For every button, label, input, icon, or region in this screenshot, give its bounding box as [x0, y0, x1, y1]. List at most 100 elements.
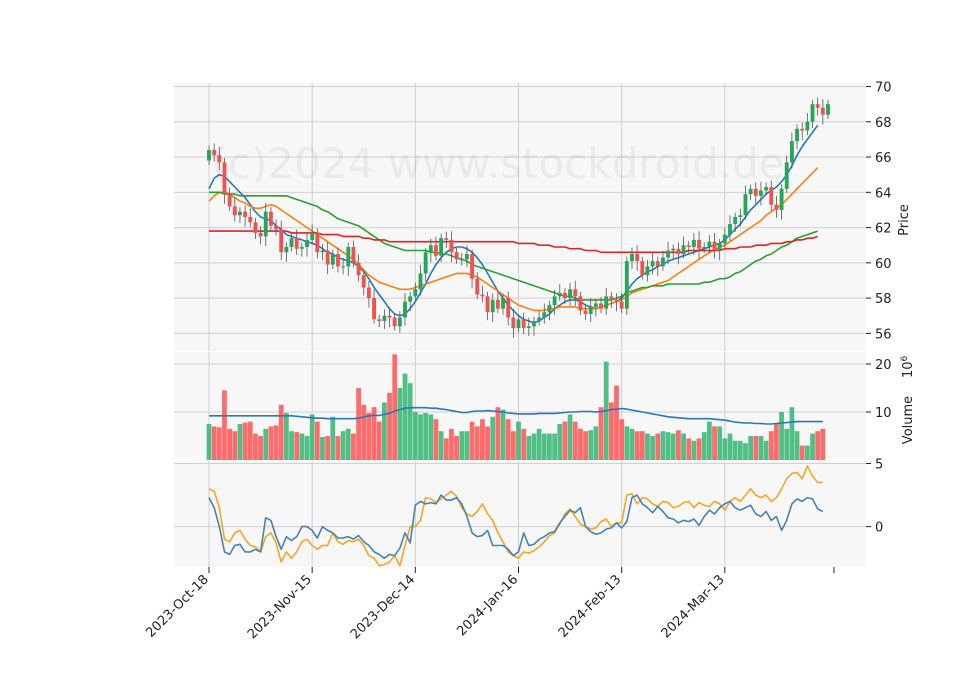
- candle-body: [243, 211, 248, 217]
- candle-body: [599, 303, 603, 309]
- candle-body: [753, 188, 758, 196]
- volume-bar: [500, 409, 506, 460]
- volume-bar: [309, 414, 315, 460]
- volume-bar: [815, 431, 821, 460]
- volume-bar: [242, 422, 248, 460]
- candle-body: [624, 261, 629, 309]
- volume-bar: [206, 424, 212, 460]
- volume-bar: [583, 431, 588, 460]
- candle-body: [604, 296, 609, 309]
- candle-body: [681, 245, 686, 255]
- oscillator-line: [208, 494, 824, 560]
- volume-bar: [763, 440, 769, 460]
- candle-body: [238, 211, 242, 216]
- volume-bar: [758, 436, 764, 460]
- volume-bar: [547, 433, 552, 460]
- volume-bar: [418, 414, 423, 460]
- volume-bar: [454, 436, 459, 460]
- volume-bar: [526, 436, 532, 460]
- candle-body: [759, 190, 763, 196]
- volume-bar: [598, 407, 604, 460]
- candle-body: [671, 248, 676, 251]
- candle-body: [697, 239, 701, 249]
- candle-body: [547, 305, 552, 313]
- candle-body: [789, 141, 794, 163]
- candle-body: [294, 238, 299, 249]
- candle-body: [562, 292, 567, 299]
- volume-bar: [774, 424, 779, 460]
- candle-body: [655, 261, 660, 267]
- candle-body: [423, 252, 428, 274]
- candle-body: [738, 215, 743, 217]
- candle-body: [449, 239, 454, 253]
- volume-bar: [717, 426, 723, 460]
- candle-body: [475, 278, 480, 295]
- candle-body: [382, 315, 387, 322]
- price-panel: [174, 83, 866, 351]
- volume-bar: [645, 433, 650, 460]
- volume-bar: [691, 440, 697, 460]
- volume-bar: [407, 383, 413, 460]
- volume-bar: [490, 416, 496, 460]
- candle-body: [568, 289, 573, 299]
- volume-bar: [578, 428, 583, 460]
- candle-body: [800, 128, 805, 131]
- candle-body: [810, 104, 815, 122]
- volume-bar: [665, 432, 671, 460]
- candle-body: [826, 104, 830, 115]
- volume-bar: [485, 426, 490, 460]
- candle-body: [609, 296, 614, 300]
- candle-body: [676, 248, 681, 255]
- candle-body: [207, 150, 211, 161]
- candle-body: [526, 326, 531, 329]
- volume-bar: [727, 433, 733, 460]
- volume-bar: [701, 432, 707, 460]
- volume-bar: [516, 421, 521, 460]
- candle-body: [413, 289, 418, 297]
- candle-body: [274, 225, 278, 230]
- volume-ma-line: [209, 406, 823, 425]
- candle-body: [532, 321, 536, 327]
- candle-body: [459, 259, 464, 261]
- candle-body: [769, 187, 774, 205]
- candle-body: [454, 252, 459, 260]
- volume-bar: [784, 428, 790, 460]
- volume-bar: [211, 426, 217, 460]
- candle-body: [248, 217, 253, 223]
- volume-bar: [562, 421, 568, 460]
- volume-bar: [732, 440, 738, 460]
- volume-bar: [423, 412, 429, 460]
- volume-bar: [438, 431, 444, 460]
- candle-body: [779, 188, 784, 210]
- volume-bar: [521, 428, 527, 460]
- volume-bar: [655, 433, 661, 460]
- candle-body: [815, 104, 820, 108]
- price-tick-label: 66: [875, 151, 892, 166]
- volume-bar: [593, 426, 599, 460]
- candle-body: [748, 188, 753, 195]
- volume-bar: [495, 407, 501, 460]
- candle-body: [470, 254, 475, 279]
- candle-body: [542, 312, 547, 318]
- volume-bar: [552, 433, 557, 460]
- volume-bar: [314, 421, 320, 460]
- volume-tick-label: 10: [875, 406, 892, 421]
- volume-bar: [227, 428, 233, 460]
- volume-bar: [536, 428, 542, 460]
- candle-body: [253, 222, 258, 233]
- price-tick-label: 58: [875, 292, 892, 307]
- candle-body: [645, 266, 650, 276]
- candle-body: [805, 121, 810, 131]
- candlesticks: [207, 97, 830, 338]
- candle-body: [733, 217, 738, 225]
- candle-body: [573, 289, 578, 297]
- volume-bar: [397, 388, 403, 460]
- volume-bar: [325, 436, 331, 460]
- candle-body: [635, 254, 640, 262]
- price-axis-label: Price: [897, 204, 912, 236]
- volume-bar: [820, 428, 826, 460]
- candle-body: [263, 211, 268, 237]
- candle-body: [552, 296, 557, 306]
